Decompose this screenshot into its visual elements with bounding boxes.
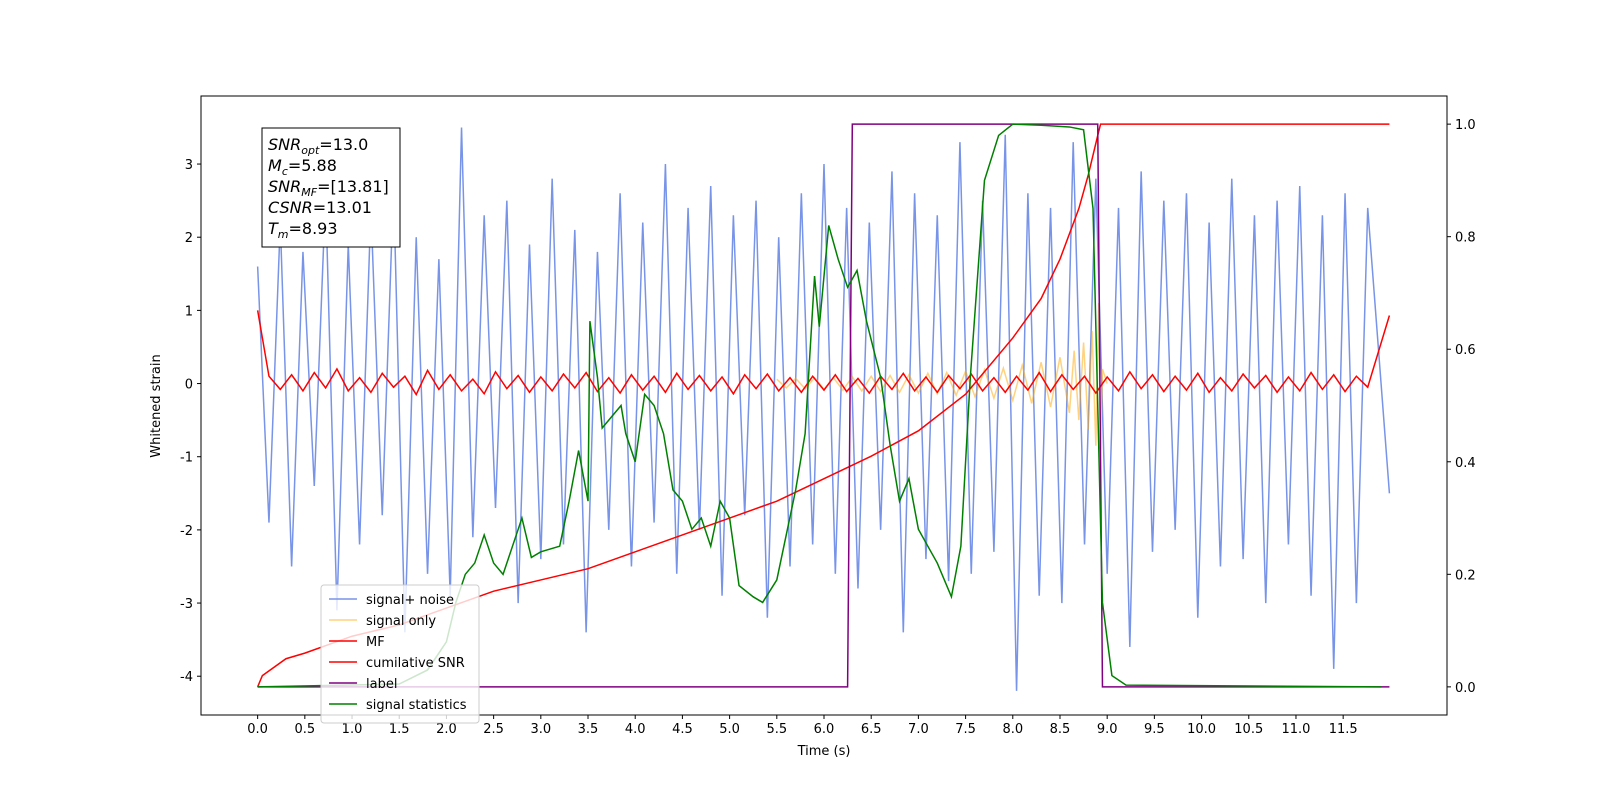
y-tick-label: 2 [185,231,193,246]
x-tick-label: 5.5 [766,722,787,737]
y-axis-label: Whitened strain [149,354,164,457]
y2-tick-label: 0.0 [1455,681,1476,696]
annotation-value: =13.01 [313,198,372,217]
annotation-value: =8.93 [289,219,338,238]
annotation-symbol: T [268,219,279,238]
annotation-symbol: SNR [268,135,301,154]
y2-tick-label: 0.4 [1455,456,1476,471]
x-tick-label: 10.0 [1187,722,1216,737]
x-tick-label: 9.5 [1144,722,1165,737]
x-tick-label: 11.5 [1329,722,1358,737]
annotation-value: =[13.81] [317,177,389,196]
legend-label: signal only [366,614,436,629]
x-tick-label: 0.5 [294,722,315,737]
series-line [257,123,1390,688]
annotation-line: Tm=8.93 [268,219,338,241]
y-tick-label: 3 [185,158,193,173]
y-tick-label: 1 [185,304,193,319]
annotation-value: =13.0 [319,135,368,154]
y-tick-label: -4 [180,670,193,685]
x-tick-label: 7.0 [908,722,929,737]
annotation-subscript: MF [301,186,317,199]
x-tick-label: 1.5 [389,722,410,737]
legend-label: MF [366,635,385,650]
legend-label: label [366,677,397,692]
annotation-line: SNRMF=[13.81] [268,177,389,199]
y2-tick-label: 0.2 [1455,568,1476,583]
y-tick-label: -1 [180,451,193,466]
legend-label: signal statistics [366,698,467,713]
x-tick-label: 9.0 [1097,722,1118,737]
series-line [256,310,1391,397]
annotation-subscript: c [282,165,288,178]
series-line [256,127,1391,691]
legend-frame [320,584,480,724]
x-tick-label: 4.0 [625,722,646,737]
x-tick-label: 0.0 [247,722,268,737]
x-tick-label: 4.5 [672,722,693,737]
legend: signal+ noise signal only MF cumilative SNR… [320,584,480,724]
x-tick-label: 1.0 [342,722,363,737]
annotation-symbol: M [268,156,282,175]
y-tick-label: -2 [180,524,193,539]
annotation-line: SNRopt=13.0 [268,135,368,157]
x-tick-label: 3.5 [578,722,599,737]
x-tick-label: 2.5 [483,722,504,737]
x-tick-label: 11.0 [1281,722,1310,737]
x-tick-label: 3.0 [530,722,551,737]
annotation-box: SNRopt=13.0Mc=5.88SNRMF=[13.81]CSNR=13.0… [261,127,401,248]
y2-tick-label: 0.6 [1455,343,1476,358]
y2-tick-label: 0.8 [1455,231,1476,246]
y-tick-label: -3 [180,597,193,612]
x-tick-label: 8.5 [1050,722,1071,737]
x-tick-label: 6.0 [814,722,835,737]
annotation-line: CSNR=13.01 [268,198,372,217]
series-line [257,123,1381,688]
x-tick-label: 8.0 [1002,722,1023,737]
annotation-symbol: CSNR [268,198,313,217]
x-axis-label: Time (s) [797,744,851,759]
annotation-symbol: SNR [268,177,301,196]
x-tick-label: 2.0 [436,722,457,737]
legend-label: signal+ noise [366,593,454,608]
annotation-subscript: m [278,228,289,241]
legend-label: cumilative SNR [366,656,465,671]
x-tick-label: 7.5 [955,722,976,737]
x-tick-label: 5.0 [719,722,740,737]
y-tick-label: 0 [185,378,193,393]
y2-tick-label: 1.0 [1455,118,1476,133]
annotation-line: Mc=5.88 [268,156,337,178]
x-tick-label: 10.5 [1234,722,1263,737]
x-tick-label: 6.5 [861,722,882,737]
annotation-subscript: opt [301,144,320,157]
annotation-value: =5.88 [288,156,337,175]
annotation-frame [261,127,401,248]
